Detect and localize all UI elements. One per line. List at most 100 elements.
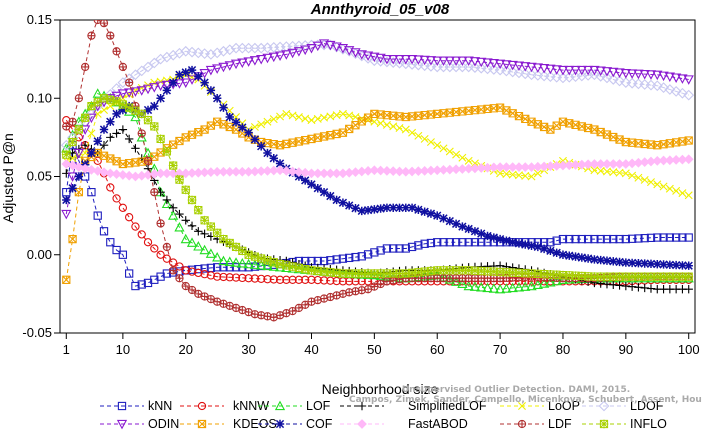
data-point-LOF (488, 283, 499, 293)
data-point-FastABOD (382, 165, 392, 176)
data-point-LDOF (645, 79, 657, 91)
data-point-COF (150, 101, 159, 111)
data-point-ODIN (658, 71, 669, 82)
data-point-LDF (156, 219, 165, 228)
legend-item-LoOP: LoOP (500, 399, 580, 413)
data-point-kNNW (275, 275, 285, 284)
data-point-KDEOS (68, 234, 77, 244)
plot-area: -0.05 0.00 0.05 0.10 0.15 1 10 20 30 40 50 60 70 80 90… (22, 12, 699, 357)
data-point-ODIN (526, 62, 537, 73)
legend-item-SimplifiedLOF: SimplifiedLOF (340, 399, 487, 413)
data-point-LDOF (425, 60, 437, 72)
data-point-LDF (68, 117, 77, 126)
x-tick-label: 70 (493, 342, 507, 357)
data-point-LOF (174, 222, 185, 232)
data-point-COF (256, 142, 266, 151)
data-point-COF (156, 94, 165, 103)
data-point-LOF (520, 281, 531, 291)
x-tick-label: 90 (619, 342, 633, 357)
data-point-COF (634, 259, 643, 268)
data-point-INFLO (244, 250, 254, 260)
data-point-ODIN (73, 148, 84, 159)
data-point-FastABOD (312, 168, 323, 179)
legend-item-FastABOD: FastABOD (340, 417, 468, 431)
data-point-LDF (74, 94, 84, 103)
data-point-SimplifiedLOF (684, 284, 693, 294)
data-point-LOF (199, 244, 210, 255)
legend-label: LoOP (548, 399, 580, 413)
data-point-kNN (93, 211, 102, 220)
data-point-LOF (205, 248, 217, 258)
series-LDOF (60, 39, 695, 151)
data-point-LDOF (174, 47, 185, 59)
data-point-COF (175, 70, 184, 79)
legend-swatch-marker (357, 419, 367, 429)
data-point-ODIN (595, 66, 606, 77)
legend: kNN kNNW LOF SimplifiedLOF LoOP LDOF ODIN KDEOS… (100, 399, 667, 431)
data-point-ODIN (230, 59, 242, 70)
data-point-kNNW (137, 230, 146, 239)
data-point-SimplifiedLOF (194, 227, 203, 236)
data-point-COF (527, 241, 536, 250)
data-point-ODIN (337, 44, 349, 54)
data-point-kNNW (288, 275, 297, 284)
data-point-ODIN (419, 55, 430, 66)
series-ODIN (61, 39, 694, 220)
data-point-COF (225, 112, 234, 122)
series-line-LDF (66, 20, 689, 318)
legend-item-KDEOS: KDEOS (180, 417, 277, 431)
data-point-kNN (118, 250, 128, 259)
data-point-SimplifiedLOF (640, 283, 649, 293)
data-point-ODIN (356, 50, 367, 60)
data-point-ODIN (538, 64, 550, 74)
data-point-LDOF (614, 75, 625, 87)
data-point-LOF (142, 147, 154, 158)
data-point-ODIN (325, 40, 336, 51)
data-point-LoOP (263, 117, 272, 126)
data-point-kNN (590, 234, 599, 244)
legend-swatch-marker (275, 419, 285, 429)
data-point-COF (577, 253, 587, 262)
data-point-COF (609, 257, 618, 266)
y-axis-label: Adjusted P@n (0, 133, 16, 223)
data-point-ODIN (249, 56, 261, 66)
data-point-kNNW (194, 268, 203, 278)
data-point-INFLO (407, 268, 417, 278)
data-point-LDF (332, 291, 341, 300)
data-point-COF (665, 260, 675, 269)
data-point-ODIN (318, 39, 330, 49)
data-point-LOF (658, 272, 669, 283)
data-point-FastABOD (507, 162, 518, 172)
data-point-ODIN (350, 48, 361, 58)
x-tick-label: 30 (241, 342, 255, 357)
data-point-ODIN (199, 69, 210, 79)
data-point-COF (558, 250, 568, 259)
data-point-ODIN (287, 48, 298, 59)
data-point-LoOP (458, 153, 467, 162)
series-COF (62, 65, 693, 270)
data-point-ODIN (457, 56, 468, 67)
data-point-FastABOD (589, 159, 600, 169)
data-point-kNNW (301, 275, 310, 284)
data-point-LoOP (647, 178, 655, 187)
data-point-COF (401, 203, 410, 212)
data-point-kNNW (282, 275, 291, 284)
legend-item-LDF: LDF (500, 417, 572, 431)
data-point-kNN (99, 227, 109, 236)
data-point-ODIN (111, 91, 122, 102)
data-point-LOF (664, 272, 675, 283)
legend-swatch-marker (197, 401, 207, 411)
data-point-kNN (558, 234, 568, 244)
data-point-FastABOD (319, 168, 329, 179)
data-point-LoOP (590, 166, 599, 175)
data-point-LOF (136, 132, 147, 142)
data-point-FastABOD (614, 159, 625, 169)
data-point-LOF (633, 272, 644, 283)
data-point-LDOF (368, 55, 380, 67)
data-point-LoOP (628, 171, 637, 180)
data-point-COF (514, 239, 524, 248)
data-point-COF (458, 222, 467, 231)
data-point-INFLO (87, 101, 96, 111)
legend-swatch-marker (117, 401, 127, 411)
data-point-kNNW (169, 258, 178, 267)
